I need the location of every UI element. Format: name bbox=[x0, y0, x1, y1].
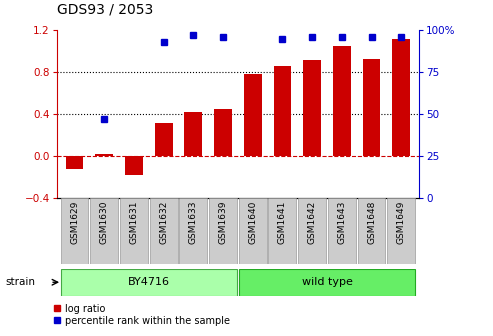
Legend: log ratio, percentile rank within the sample: log ratio, percentile rank within the sa… bbox=[52, 304, 230, 326]
Text: GSM1633: GSM1633 bbox=[189, 201, 198, 244]
Bar bbox=[184, 112, 202, 156]
Bar bbox=[387, 198, 415, 264]
Bar bbox=[61, 198, 88, 264]
Bar bbox=[274, 66, 291, 156]
Bar bbox=[66, 156, 83, 169]
Text: GSM1639: GSM1639 bbox=[218, 201, 228, 244]
Bar bbox=[150, 198, 177, 264]
Text: GSM1630: GSM1630 bbox=[100, 201, 109, 244]
Bar bbox=[61, 269, 237, 296]
Bar bbox=[209, 198, 237, 264]
Bar bbox=[392, 39, 410, 156]
Bar bbox=[155, 123, 173, 156]
Bar bbox=[179, 198, 207, 264]
Bar bbox=[328, 198, 356, 264]
Text: GSM1629: GSM1629 bbox=[70, 201, 79, 244]
Text: wild type: wild type bbox=[302, 277, 352, 287]
Bar bbox=[214, 109, 232, 156]
Bar bbox=[269, 198, 296, 264]
Bar bbox=[239, 198, 267, 264]
Text: GSM1640: GSM1640 bbox=[248, 201, 257, 244]
Bar bbox=[298, 198, 326, 264]
Bar bbox=[90, 198, 118, 264]
Text: GSM1649: GSM1649 bbox=[397, 201, 406, 244]
Text: GSM1641: GSM1641 bbox=[278, 201, 287, 244]
Bar bbox=[303, 60, 321, 156]
Bar bbox=[363, 58, 381, 156]
Bar bbox=[239, 269, 415, 296]
Text: GSM1632: GSM1632 bbox=[159, 201, 168, 244]
Bar bbox=[95, 154, 113, 156]
Text: GSM1648: GSM1648 bbox=[367, 201, 376, 244]
Bar bbox=[333, 46, 351, 156]
Text: strain: strain bbox=[5, 277, 35, 287]
Text: BY4716: BY4716 bbox=[128, 277, 170, 287]
Text: GDS93 / 2053: GDS93 / 2053 bbox=[57, 3, 153, 17]
Bar bbox=[125, 156, 143, 175]
Bar bbox=[357, 198, 386, 264]
Text: GSM1643: GSM1643 bbox=[337, 201, 346, 244]
Text: GSM1642: GSM1642 bbox=[308, 201, 317, 244]
Text: GSM1631: GSM1631 bbox=[130, 201, 139, 244]
Bar bbox=[120, 198, 148, 264]
Bar bbox=[244, 74, 262, 156]
